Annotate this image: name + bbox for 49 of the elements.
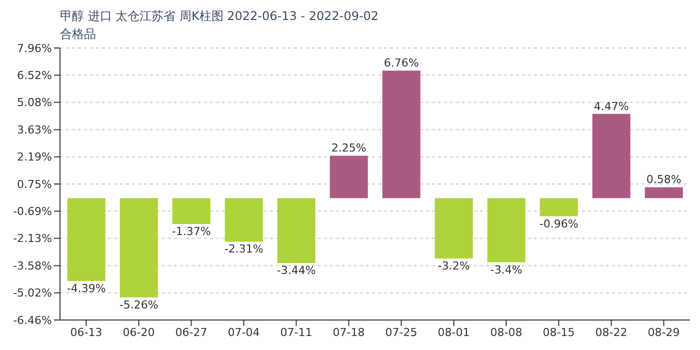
bar	[330, 156, 368, 198]
data-label: -4.39%	[66, 282, 106, 295]
data-label: -3.2%	[438, 260, 470, 273]
data-label: -1.37%	[172, 224, 211, 238]
x-tick-label: 08-08	[490, 326, 522, 339]
y-tick-label: -0.69%	[13, 205, 52, 218]
y-tick-label: -5.02%	[13, 286, 52, 300]
bar	[382, 70, 420, 198]
bar	[172, 198, 210, 224]
x-tick-label: 06-27	[175, 326, 208, 339]
y-tick-label: 6.52%	[17, 69, 52, 82]
data-label: -3.4%	[490, 263, 522, 276]
y-tick-label: -3.58%	[13, 260, 52, 273]
data-label: -3.44%	[276, 264, 316, 278]
data-label: 2.25%	[331, 142, 366, 155]
data-label: 6.76%	[384, 56, 419, 70]
y-tick-label: 2.19%	[17, 150, 52, 164]
x-tick-label: 07-18	[332, 326, 365, 339]
chart-subtitle: 合格品	[60, 26, 96, 43]
y-tick-label: 5.08%	[17, 96, 52, 110]
bar	[67, 198, 106, 281]
x-tick-label: 08-22	[595, 326, 628, 339]
x-tick-label: 06-20	[122, 326, 155, 339]
bar	[592, 114, 630, 198]
bar	[644, 187, 683, 198]
bar	[224, 198, 263, 242]
x-tick-label: 08-29	[648, 326, 680, 339]
y-tick-label: 7.96%	[17, 42, 52, 55]
data-label: -2.31%	[224, 242, 264, 256]
x-tick-label: 07-11	[280, 326, 312, 339]
data-label: 0.58%	[646, 173, 682, 186]
bar	[277, 198, 316, 264]
x-tick-label: 07-25	[385, 326, 418, 339]
data-label: 4.47%	[594, 100, 629, 113]
bar	[434, 198, 473, 259]
bar	[120, 198, 158, 298]
y-tick-label: 3.63%	[17, 124, 52, 137]
data-label: -5.26%	[119, 298, 158, 312]
x-tick-label: 06-13	[70, 326, 102, 339]
chart-title: 甲醇 进口 太仓江苏省 周K柱图 2022-06-13 - 2022-09-02	[60, 8, 379, 25]
x-tick-label: 08-15	[542, 326, 575, 339]
x-tick-label: 07-04	[228, 326, 260, 339]
bar	[540, 198, 578, 216]
y-tick-label: -2.13%	[13, 232, 52, 246]
y-tick-label: -6.46%	[13, 314, 52, 327]
data-label: -0.96%	[539, 217, 578, 230]
y-tick-label: 0.75%	[17, 178, 52, 191]
bar	[487, 198, 526, 262]
x-tick-label: 08-01	[438, 326, 470, 339]
